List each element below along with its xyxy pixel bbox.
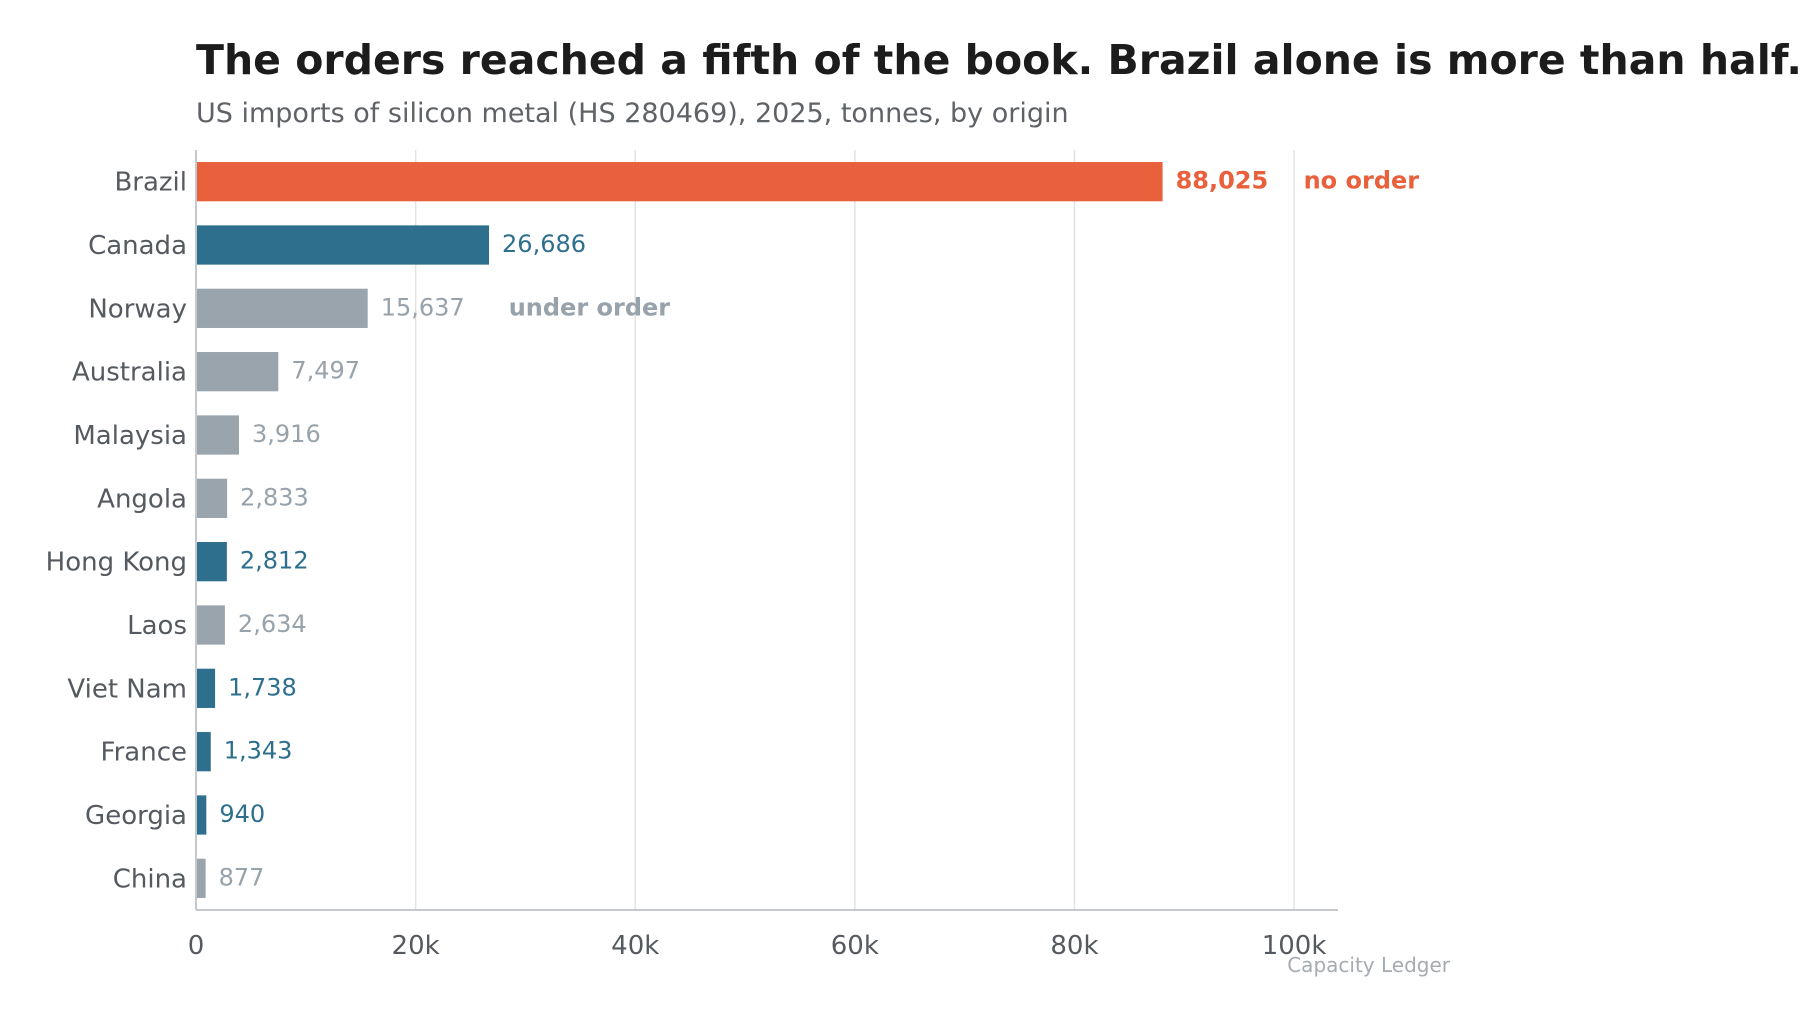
- bar-australia: [196, 352, 279, 392]
- value-label-australia: 7,497: [291, 357, 360, 385]
- value-label-france: 1,343: [224, 737, 293, 765]
- category-label-viet-nam: Viet Nam: [67, 674, 187, 704]
- x-tick-label: 60k: [831, 931, 879, 961]
- value-label-laos: 2,634: [238, 610, 307, 638]
- bar-georgia: [196, 795, 207, 835]
- x-tick-label: 40k: [611, 931, 659, 961]
- bar-china: [196, 858, 206, 898]
- value-label-malaysia: 3,916: [252, 420, 321, 448]
- source-note: Capacity Ledger: [1287, 953, 1451, 977]
- annotation-brazil: no order: [1304, 167, 1420, 195]
- bar-angola: [196, 478, 228, 518]
- bar-laos: [196, 605, 225, 645]
- x-tick-label: 0: [188, 931, 205, 961]
- labels: 0 20k 40k 60k 80k 100k Brazil 88,025 Canada 26,68…: [46, 167, 1420, 961]
- category-label-malaysia: Malaysia: [73, 421, 187, 451]
- value-label-hong-kong: 2,812: [240, 547, 309, 575]
- bar-hong-kong: [196, 542, 227, 582]
- category-label-france: France: [101, 738, 187, 768]
- category-label-brazil: Brazil: [114, 168, 187, 198]
- category-label-canada: Canada: [88, 231, 187, 261]
- value-label-canada: 26,686: [502, 230, 586, 258]
- bars: [196, 162, 1163, 898]
- x-tick-label: 80k: [1050, 931, 1098, 961]
- category-label-angola: Angola: [97, 484, 187, 514]
- category-label-australia: Australia: [72, 358, 187, 388]
- category-label-china: China: [113, 864, 187, 894]
- value-label-viet-nam: 1,738: [228, 673, 297, 701]
- category-label-laos: Laos: [127, 611, 187, 641]
- chart-title: The orders reached a fifth of the book. …: [196, 36, 1802, 84]
- value-label-georgia: 940: [219, 800, 265, 828]
- category-label-georgia: Georgia: [85, 801, 187, 831]
- x-tick-label: 100k: [1262, 931, 1327, 961]
- axes: [195, 150, 1338, 911]
- value-label-brazil: 88,025: [1176, 167, 1269, 195]
- annotation-norway: under order: [509, 293, 671, 321]
- x-tick-label: 20k: [392, 931, 440, 961]
- bar-viet-nam: [196, 668, 216, 708]
- category-label-norway: Norway: [88, 294, 187, 324]
- value-label-angola: 2,833: [240, 483, 309, 511]
- bar-malaysia: [196, 415, 240, 455]
- bar-canada: [196, 225, 490, 265]
- category-label-hong-kong: Hong Kong: [46, 548, 187, 578]
- value-label-norway: 15,637: [381, 293, 465, 321]
- value-label-china: 877: [219, 863, 265, 891]
- grid-lines: [414, 150, 1295, 910]
- bar-brazil: [196, 162, 1163, 202]
- bar-norway: [196, 288, 368, 328]
- chart-subtitle: US imports of silicon metal (HS 280469),…: [196, 98, 1069, 129]
- bar-france: [196, 732, 211, 772]
